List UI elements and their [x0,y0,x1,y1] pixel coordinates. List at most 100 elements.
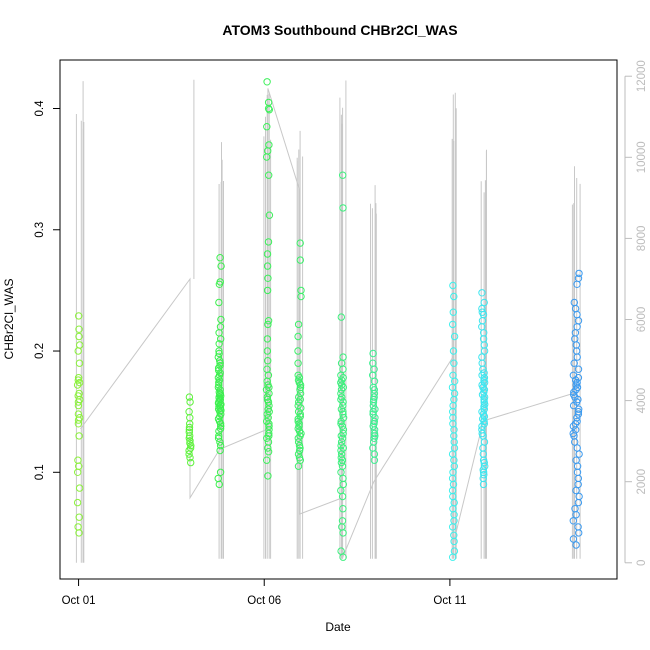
data-point [74,468,82,476]
points-layer [73,78,583,561]
data-point [74,347,82,355]
data-point [263,347,272,355]
altitude-transit-line [79,88,577,559]
right-tick-label: 2000 [636,469,648,495]
data-point [339,480,347,489]
data-point [338,434,347,442]
right-tick-label: 12000 [636,60,648,92]
data-point [478,391,487,399]
y-tick-label: 0.2 [34,343,46,359]
data-point [264,238,273,246]
data-point [75,359,84,367]
data-point [370,456,379,464]
data-point [339,505,347,513]
data-point [572,541,580,549]
data-point [263,335,272,343]
data-point [74,523,82,531]
data-point [572,511,580,519]
data-point [478,371,486,379]
data-point [216,254,224,262]
data-point [187,441,195,450]
data-point [480,417,488,426]
data-point [74,398,83,406]
data-point [75,432,83,440]
y-axis-label: CHBr2Cl_WAS [2,279,16,360]
data-point [265,171,273,179]
data-point [264,448,273,456]
data-point [216,441,225,450]
data-point [263,123,271,131]
data-point [294,320,303,329]
data-point [74,374,83,382]
data-point [339,204,347,212]
data-point [573,280,581,288]
data-point [294,347,302,355]
data-point [480,471,488,479]
data-point [338,492,347,501]
altitude-profile-4 [263,93,272,559]
data-point [450,359,458,367]
data-point [265,422,273,430]
altitude-profile-10 [571,166,581,559]
data-point [217,315,225,324]
data-point [337,458,346,467]
data-point [449,347,458,355]
data-point [185,446,193,455]
data-point [575,529,583,537]
data-point [478,317,487,325]
data-point [294,462,303,470]
data-point [215,298,223,307]
data-point [480,405,488,413]
chart-title: ATOM3 Southbound CHBr2Cl_WAS [222,22,457,38]
data-point [264,274,272,282]
data-point [295,446,304,455]
data-point [262,386,271,394]
data-point [185,408,193,416]
data-point [297,292,305,301]
data-point [337,313,345,321]
data-point [480,298,488,307]
data-point [296,386,304,394]
data-point [480,403,488,411]
data-point [294,434,302,442]
altitude-profile-9 [480,149,487,559]
data-point [369,398,378,406]
y-tick-label: 0.1 [34,464,46,480]
data-point [296,239,304,247]
data-point [75,325,83,333]
data-point [296,381,305,389]
data-point [478,289,486,297]
data-point [574,498,583,507]
data-point [75,513,83,521]
data-point [216,420,225,428]
data-point [339,383,347,392]
data-point [569,517,577,525]
data-point [215,427,223,435]
data-point [294,332,302,341]
data-point [574,410,583,418]
data-point [185,393,194,401]
data-point [296,410,304,418]
data-point [570,388,578,396]
altitude-profile-6 [339,80,347,559]
data-point [73,498,82,507]
data-point [569,535,578,543]
data-point [263,410,271,418]
data-point [449,523,457,531]
data-point [263,153,271,161]
altitude-layer [75,79,581,563]
data-point [450,332,459,341]
data-point [265,429,273,438]
data-point [216,438,224,446]
data-point [339,171,347,179]
right-tick-label: 10000 [636,141,648,173]
data-point [370,434,378,442]
data-point [76,341,84,349]
data-point [339,529,347,537]
data-point [263,417,271,426]
data-point [186,398,194,406]
data-point [263,286,272,295]
data-point [217,335,225,343]
data-point [573,353,581,361]
